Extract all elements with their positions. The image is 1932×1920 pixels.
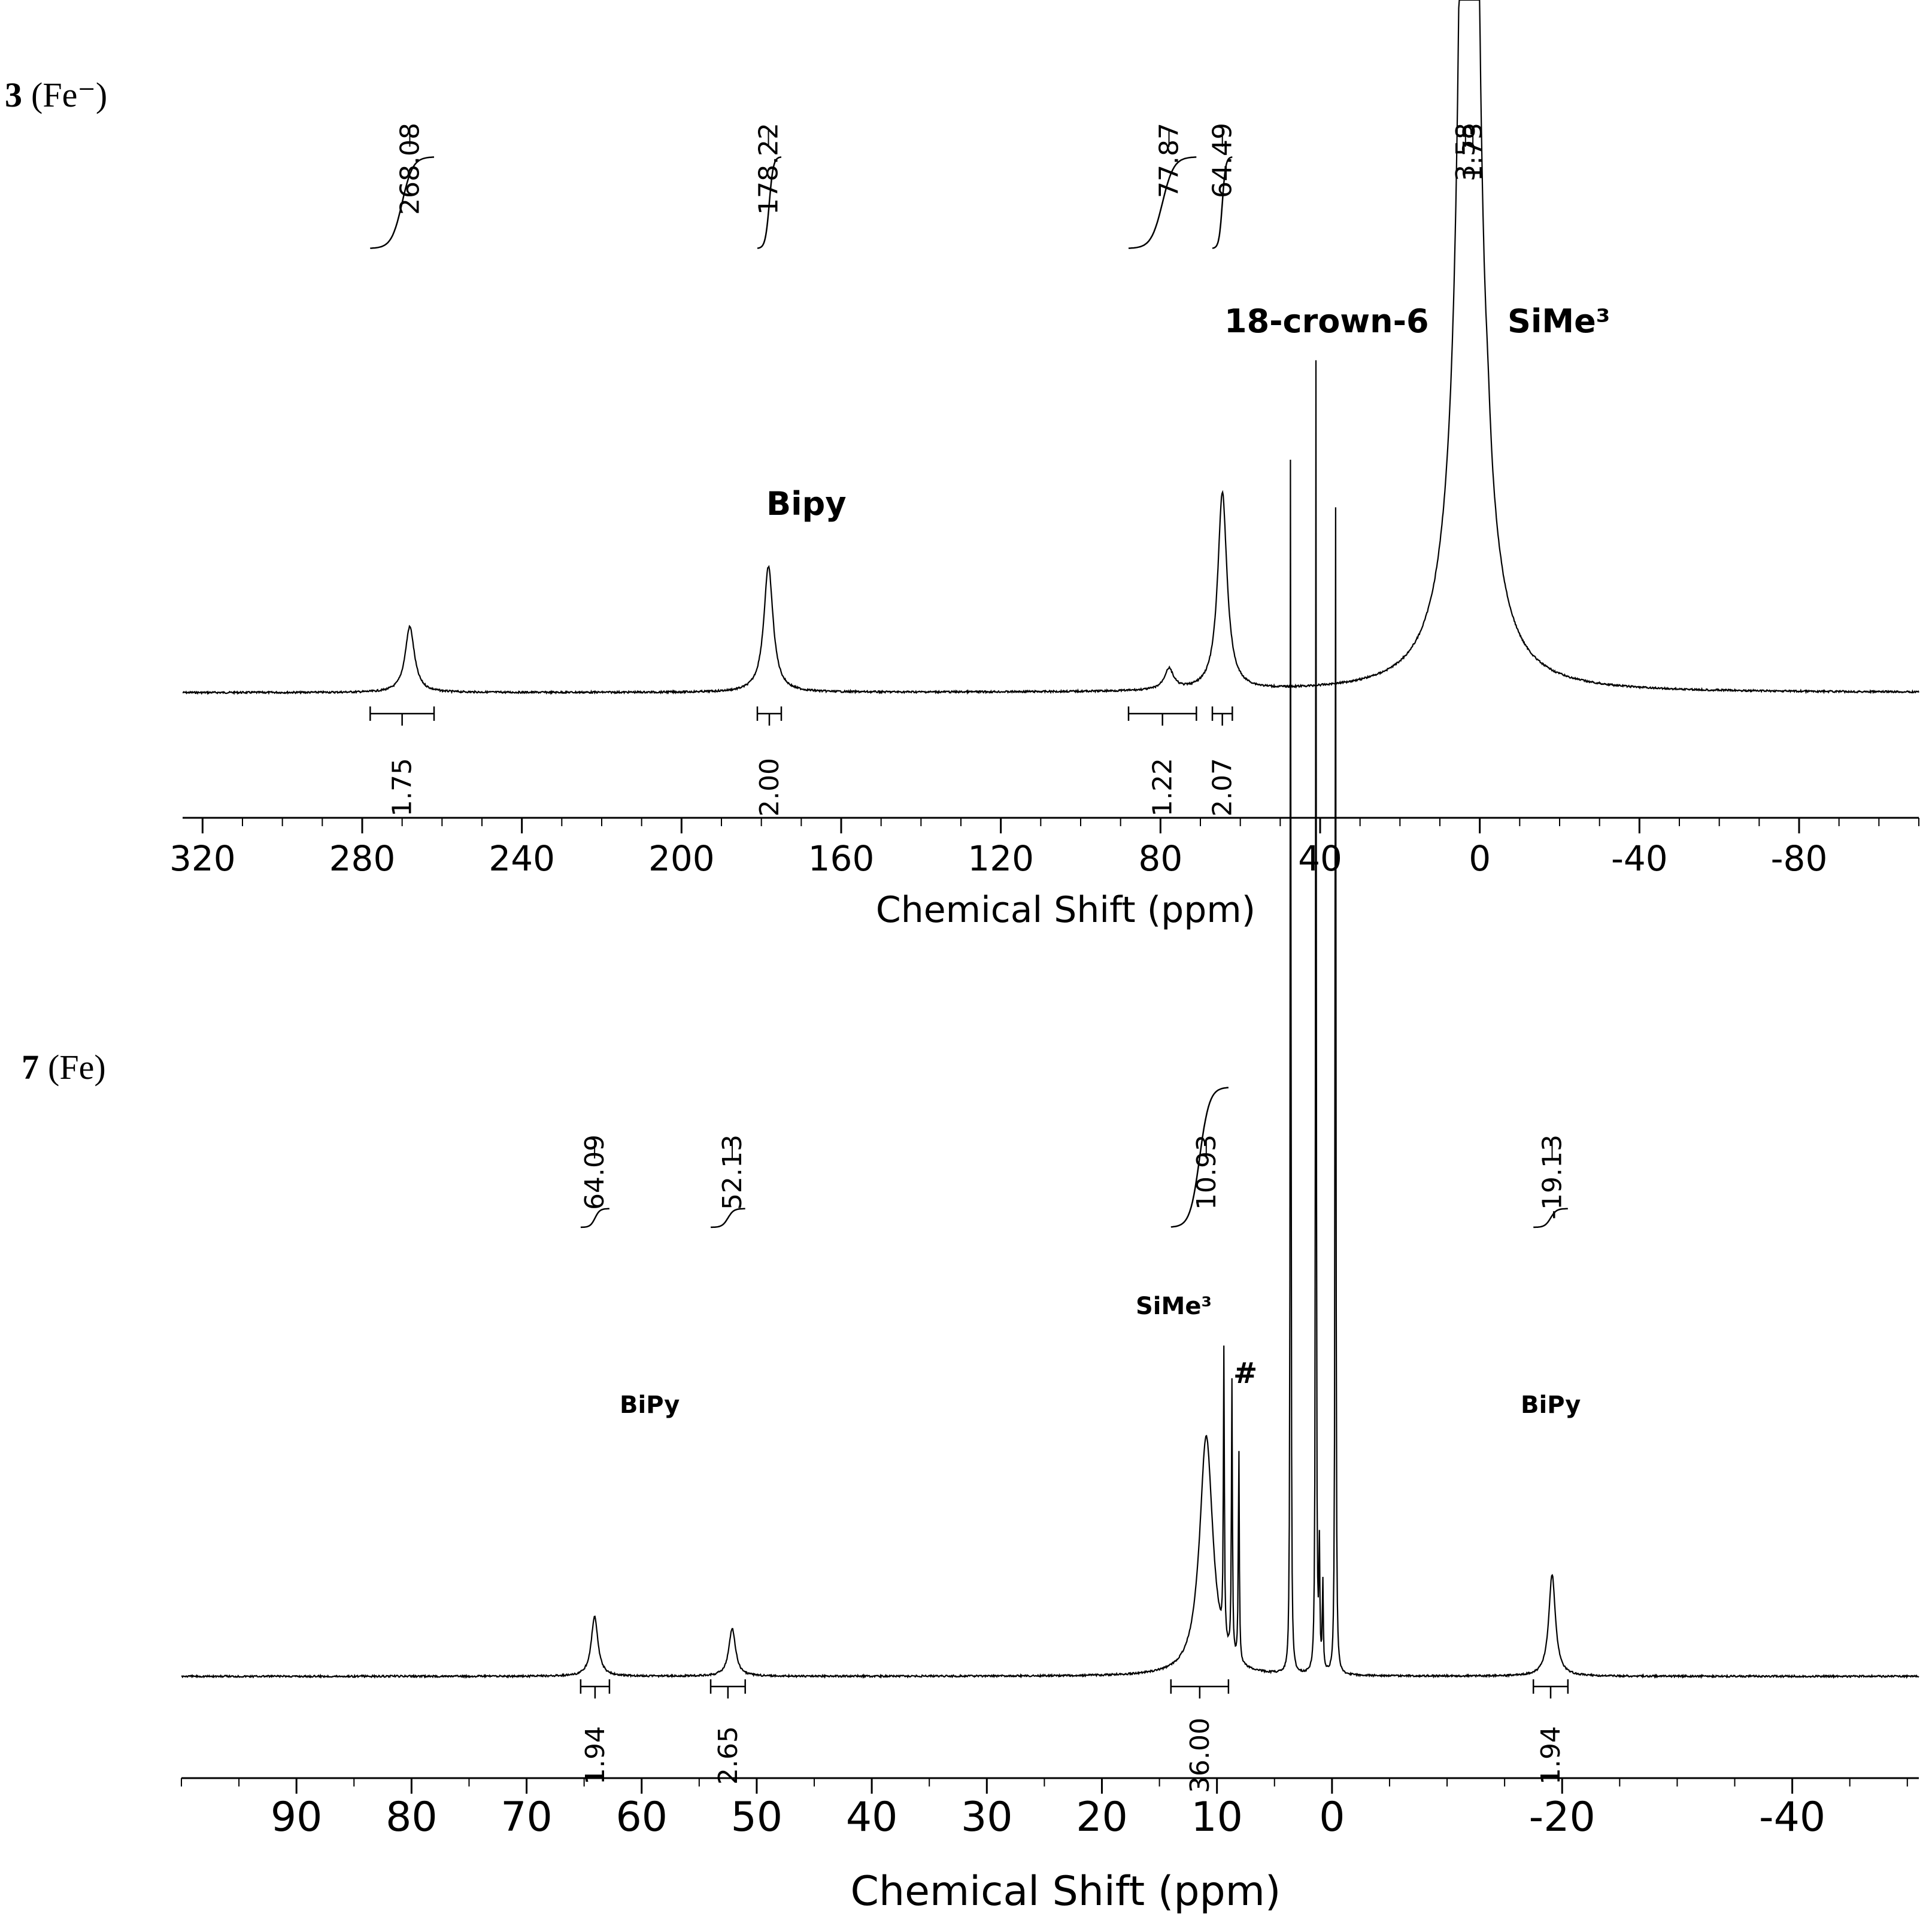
x-tick-label: 30	[961, 1794, 1013, 1841]
integral-value: 1.75	[387, 758, 418, 817]
annotation-sime3-bottom: SiMe³	[1136, 1293, 1212, 1320]
panel-label-7: 7	[22, 1048, 39, 1087]
x-tick-label: 40	[846, 1794, 898, 1841]
x-tick-label: 60	[615, 1794, 668, 1841]
x-tick-label: 240	[489, 838, 555, 879]
x-tick-label: -20	[1529, 1794, 1596, 1841]
x-tick-label: -40	[1759, 1794, 1825, 1841]
peak-shift-label: 52.13	[717, 1135, 748, 1210]
integral-value: 2.07	[1208, 758, 1238, 817]
x-tick-label: 200	[648, 838, 715, 879]
integral-value: 1.22	[1148, 758, 1178, 817]
integral-value: 36.00	[1185, 1718, 1215, 1793]
x-tick-label: 90	[271, 1794, 323, 1841]
peak-shift-label: -19.13	[1537, 1135, 1568, 1220]
x-axis-title: Chemical Shift (ppm)	[876, 889, 1255, 931]
x-tick-label: -40	[1611, 838, 1668, 879]
panel-label-3: 3	[5, 75, 22, 114]
annotation-hash: #	[1233, 1357, 1257, 1390]
annotation-bipy-right: BiPy	[1521, 1391, 1581, 1419]
x-tick-label: 10	[1191, 1794, 1243, 1841]
integral-curve	[1128, 156, 1197, 249]
annotation-sime3-top: SiMe³	[1508, 302, 1610, 340]
integral-curve	[1212, 156, 1233, 249]
peak-shift-label: 10.93	[1191, 1135, 1222, 1210]
integral-curve	[370, 156, 435, 249]
x-tick-label: 80	[386, 1794, 438, 1841]
spectrum-panel-7: 64.09 52.13 10.93 -19.13 1.94 2.65 36.00 1.94 90…	[181, 360, 1919, 1915]
spectrum-panel-3: 268.08 178.22 77.87 64.49 3.581.731.75 2.00 1.…	[169, 0, 1919, 931]
peak-shift-label: 64.09	[580, 1135, 610, 1210]
integral-curve	[1170, 1087, 1229, 1228]
x-tick-label: 50	[731, 1794, 783, 1841]
peak-shift-label: 178.22	[754, 123, 784, 215]
integral-value: 2.65	[713, 1726, 744, 1785]
peak-shift-label: 1.73	[1458, 123, 1488, 181]
x-tick-label: -80	[1771, 838, 1828, 879]
annotation-bipy-left: BiPy	[620, 1391, 680, 1419]
annotation-bipy: Bipy	[766, 485, 847, 523]
integral-curve	[711, 1208, 745, 1229]
integral-value: 2.00	[754, 758, 785, 817]
x-tick-label: 280	[329, 838, 396, 879]
panel-sublabel-7: (Fe)	[48, 1048, 106, 1087]
x-tick-label: 0	[1319, 1794, 1345, 1841]
peak-shift-label: 268.08	[395, 123, 425, 215]
x-tick-label: 120	[967, 838, 1034, 879]
panel-sublabel-3: (Fe⁻)	[31, 75, 107, 114]
peak-shift-label: 64.49	[1208, 123, 1238, 198]
integral-curve	[757, 156, 782, 249]
spectrum-trace	[182, 0, 1919, 695]
x-tick-label: 160	[808, 838, 875, 879]
x-tick-label: 20	[1076, 1794, 1128, 1841]
annotation-18-crown-6: 18-crown-6	[1224, 302, 1429, 340]
x-axis-title: Chemical Shift (ppm)	[851, 1868, 1281, 1915]
integral-curve	[1533, 1208, 1568, 1229]
integral-value: 1.94	[580, 1726, 611, 1785]
x-tick-label: 320	[169, 838, 236, 879]
x-tick-label: 80	[1138, 838, 1182, 879]
spectrum-trace	[181, 360, 1919, 1679]
x-tick-label: 0	[1469, 838, 1491, 879]
x-tick-label: 70	[501, 1794, 553, 1841]
integral-value: 1.94	[1536, 1726, 1566, 1785]
peak-shift-label: 3.58	[1451, 123, 1481, 181]
integral-curve	[580, 1208, 609, 1229]
